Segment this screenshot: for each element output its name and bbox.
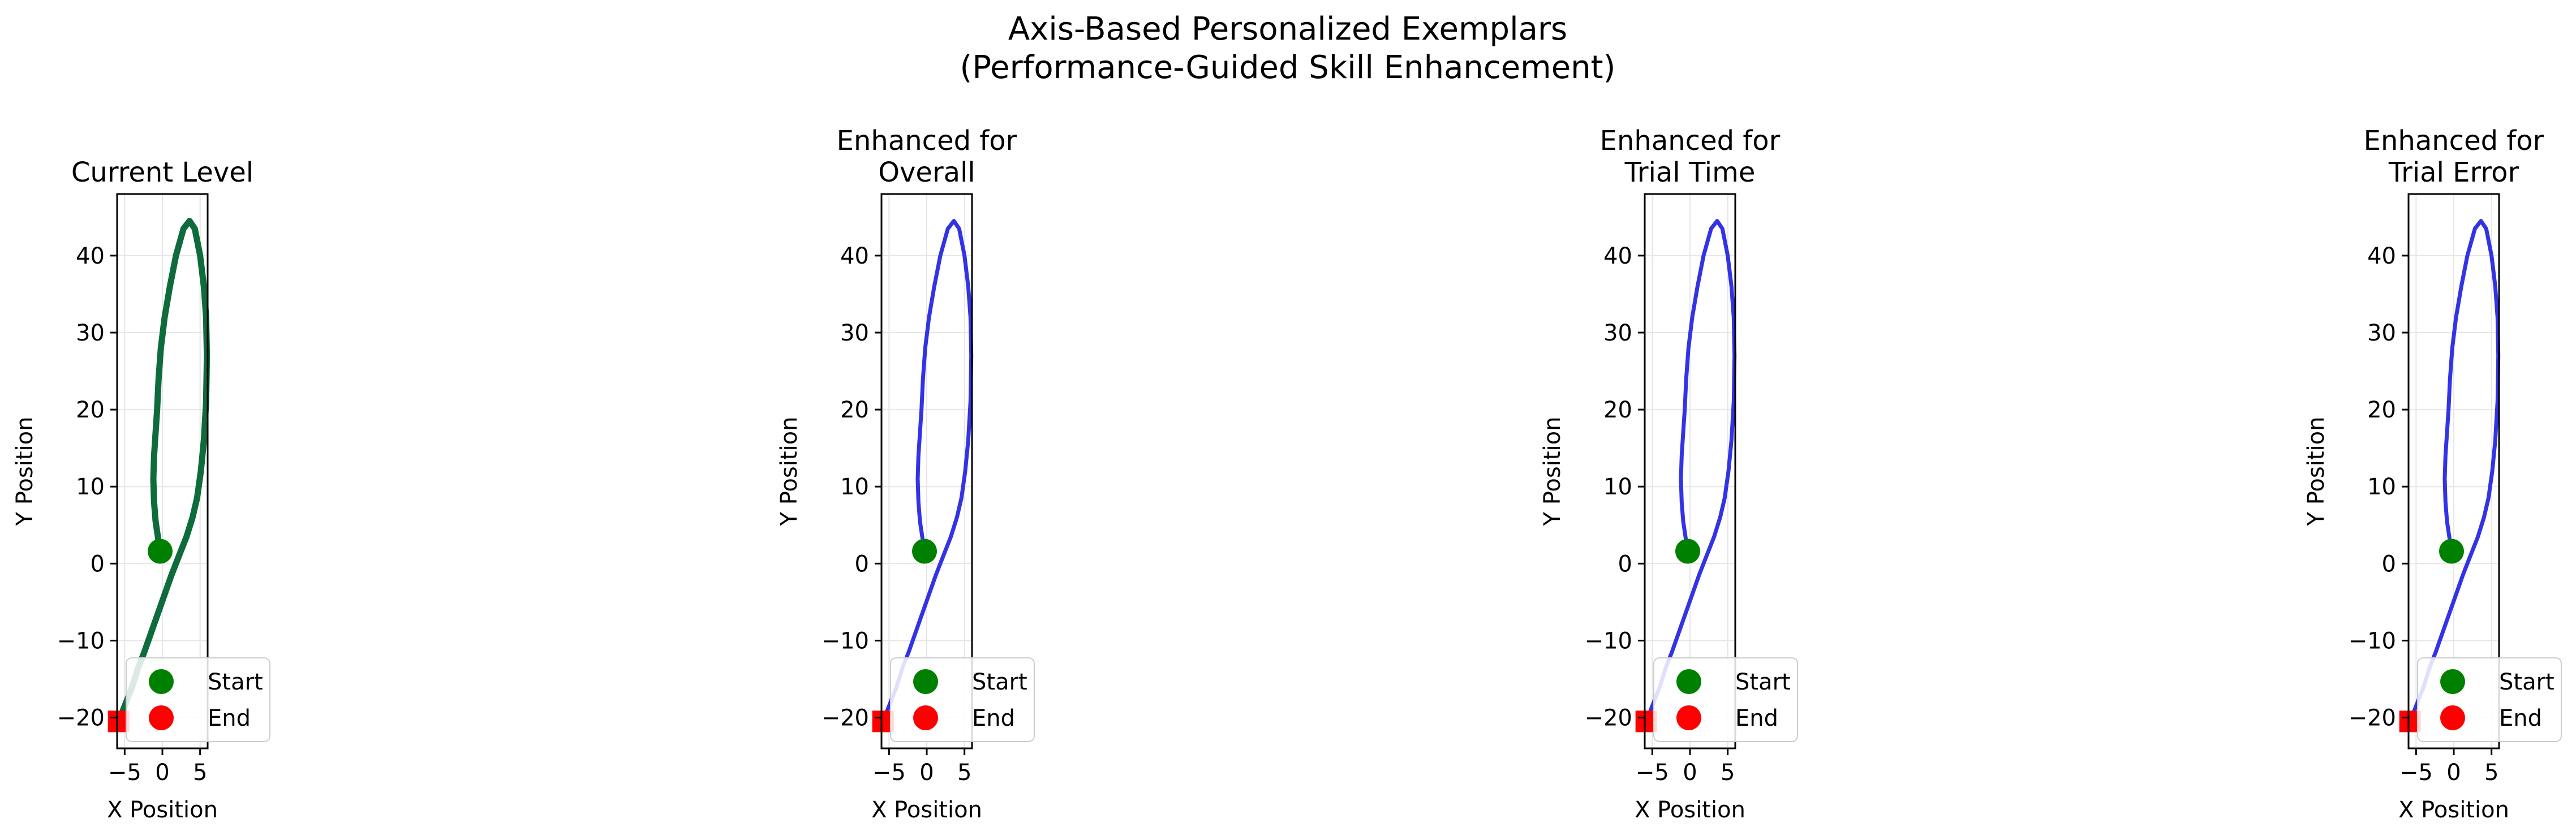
y-tick-label: −10 [2349,628,2396,654]
trajectory-line [881,219,974,723]
y-tick-label: 40 [2367,243,2396,269]
y-tick-label: −20 [57,705,105,731]
y-tick-label: −20 [2349,705,2396,731]
x-axis-label: X Position [107,797,218,823]
subplot-title-line: Enhanced for [2364,125,2544,157]
y-tick-label: 10 [1603,474,1632,500]
y-tick-label: −10 [1585,628,1632,654]
y-tick-label: 10 [840,474,869,500]
subplot-title-line: Current Level [71,157,253,188]
legend-end-label: End [1735,705,1778,731]
x-tick-label: 0 [2446,760,2461,786]
subplot-title-line: Enhanced for [1600,125,1781,157]
x-axis-label: X Position [871,797,982,823]
start-marker [2439,539,2464,564]
trajectory-line [2408,219,2501,723]
figure-title-line-1: Axis-Based Personalized Exemplars [1008,11,1567,48]
x-tick-label: −5 [108,760,141,786]
y-tick-label: 40 [76,243,105,269]
x-tick-label: 0 [919,760,934,786]
legend-end-marker [913,705,938,730]
x-tick-label: 5 [957,760,971,786]
trajectory-line [1644,219,1737,723]
legend-start-marker [149,669,174,694]
legend-end-label: End [972,705,1015,731]
legend-start-label: Start [2499,669,2555,695]
x-tick-label: 5 [1721,760,1735,786]
legend-end-label: End [2499,705,2542,731]
legend-end-label: End [208,705,251,731]
figure-title-line-2: (Performance-Guided Skill Enhancement) [960,49,1616,86]
y-tick-label: −10 [57,628,105,654]
y-tick-label: 20 [840,397,869,423]
y-tick-label: −20 [822,705,869,731]
y-tick-label: −10 [822,628,869,654]
y-tick-label: 40 [1603,243,1632,269]
trajectory-line [115,218,210,725]
y-axis-label: Y Position [2303,417,2329,527]
subplot-title-line: Enhanced for [837,125,1017,157]
x-tick-label: 0 [155,760,169,786]
x-axis-label: X Position [2398,797,2509,823]
y-tick-label: 0 [91,551,105,577]
subplot-title-line: Overall [878,157,975,188]
y-tick-label: 30 [2367,320,2396,346]
y-tick-label: 30 [840,320,869,346]
y-tick-label: 20 [2367,397,2396,423]
x-tick-label: 5 [193,760,207,786]
y-tick-label: 30 [76,320,105,346]
y-tick-label: 10 [76,474,105,500]
legend-start-label: Start [208,669,263,695]
y-axis-label: Y Position [776,417,802,527]
start-marker [912,539,937,564]
legend-start-marker [913,669,938,694]
legend-end-marker [2440,705,2465,730]
x-tick-label: 0 [1683,760,1697,786]
start-marker [148,539,173,564]
y-tick-label: 0 [2382,551,2396,577]
y-tick-label: 40 [840,243,869,269]
y-tick-label: 20 [1603,397,1632,423]
x-axis-label: X Position [1635,797,1745,823]
x-tick-label: −5 [2399,760,2433,786]
legend-start-marker [2440,669,2465,694]
subplot-title-line: Trial Error [2388,157,2519,188]
legend-start-label: Start [972,669,1027,695]
y-tick-label: 0 [855,551,869,577]
y-tick-label: 10 [2367,474,2396,500]
y-tick-label: 30 [1603,320,1632,346]
y-axis-label: Y Position [12,417,38,527]
legend-end-marker [1676,705,1701,730]
x-tick-label: −5 [872,760,906,786]
legend-start-marker [1676,669,1701,694]
legend-end-marker [149,705,174,730]
start-marker [1675,539,1700,564]
y-tick-label: −20 [1585,705,1632,731]
legend-start-label: Start [1735,669,1791,695]
y-tick-label: 20 [76,397,105,423]
y-tick-label: 0 [1618,551,1632,577]
x-tick-label: 5 [2484,760,2498,786]
x-tick-label: −5 [1636,760,1669,786]
subplot-title-line: Trial Time [1624,157,1756,188]
y-axis-label: Y Position [1539,417,1566,527]
